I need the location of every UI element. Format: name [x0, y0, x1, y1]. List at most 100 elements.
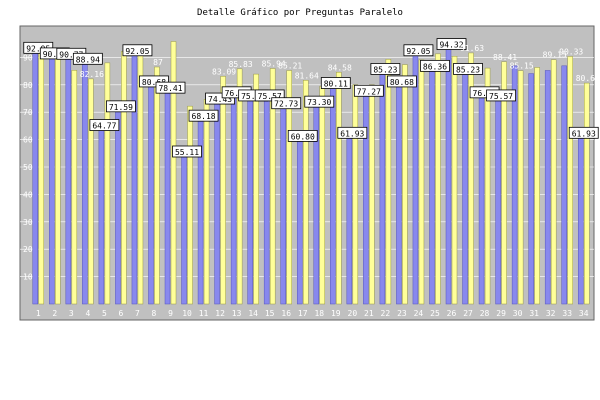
data-label-box — [287, 130, 318, 142]
data-label-box — [320, 77, 351, 89]
x-tick-label: 8 — [152, 309, 157, 318]
bar-series-1 — [263, 96, 270, 305]
data-label-series-2: 85.94 — [262, 60, 286, 69]
bar-series-2 — [534, 67, 540, 305]
data-label-series-1: 76.70 — [473, 89, 497, 98]
bar-series-1 — [396, 82, 402, 305]
data-label-series-1: 85.23 — [373, 65, 397, 74]
x-tick-label: 19 — [331, 309, 341, 318]
data-label-series-1: 77.27 — [357, 87, 381, 96]
x-tick-label: 13 — [232, 309, 242, 318]
data-label-series-1: 92.05 — [125, 47, 149, 56]
data-label-series-1: 80.68 — [142, 78, 166, 87]
x-tick-label: 10 — [182, 309, 192, 318]
data-label-series-1: 92.95 — [26, 44, 50, 53]
data-label-series-1: 90.77 — [59, 50, 83, 59]
data-label-series-1: 78.41 — [158, 84, 182, 93]
data-label-box — [271, 97, 302, 110]
bar-series-1 — [561, 65, 567, 305]
data-label-series-1: 61.93 — [572, 129, 596, 138]
data-label-box — [106, 100, 136, 113]
data-label-series-2: 85.15 — [510, 62, 534, 71]
bar-series-1 — [462, 70, 468, 305]
bar-series-2 — [88, 78, 94, 305]
bar-series-1 — [478, 93, 485, 305]
data-label-box — [436, 38, 467, 50]
bar-series-1 — [197, 116, 204, 305]
data-label-series-1: 76.70 — [225, 89, 249, 98]
x-tick-label: 31 — [529, 309, 539, 318]
data-label-box — [420, 59, 450, 72]
bar-series-2 — [38, 47, 45, 305]
x-tick-label: 20 — [348, 309, 358, 318]
data-label-series-2: 83.09 — [212, 67, 236, 76]
x-tick-label: 24 — [414, 309, 424, 318]
bar-series-1 — [280, 104, 286, 305]
bar-series-1 — [445, 45, 452, 305]
bar-series-1 — [429, 67, 435, 305]
bar-series-2 — [451, 56, 458, 305]
x-tick-label: 21 — [364, 309, 374, 318]
data-label-box — [387, 75, 417, 88]
y-tick-label: 40 — [23, 190, 33, 199]
x-tick-label: 29 — [496, 309, 506, 318]
data-label-box — [453, 63, 483, 75]
bar-series-2 — [550, 59, 557, 305]
x-tick-label: 5 — [102, 309, 107, 318]
x-tick-label: 3 — [69, 309, 74, 318]
data-label-series-1: 75.57 — [489, 92, 513, 101]
x-tick-label: 6 — [118, 309, 123, 318]
bar-series-1 — [32, 49, 39, 305]
bar-series-1 — [214, 99, 220, 305]
data-label-series-2: 91.63 — [460, 44, 484, 53]
data-label-series-1: 61.93 — [340, 129, 364, 138]
x-tick-label: 34 — [579, 309, 589, 318]
bar-series-1 — [511, 65, 518, 305]
bar-series-1 — [363, 92, 369, 305]
data-label-series-1: 92.05 — [406, 47, 430, 56]
y-tick-label: 60 — [23, 136, 33, 145]
bar-series-2 — [203, 99, 210, 305]
bar-series-2 — [501, 61, 507, 305]
bar-series-1 — [296, 137, 303, 305]
x-tick-label: 18 — [314, 309, 324, 318]
bar-series-2 — [385, 59, 392, 305]
y-tick-label: 50 — [23, 163, 33, 172]
data-label-series-2: 80.63 — [576, 74, 600, 83]
bar-series-1 — [230, 93, 237, 305]
data-label-series-1: 75.57 — [241, 92, 265, 101]
bar-series-2 — [220, 76, 226, 305]
bar-series-1 — [148, 82, 154, 305]
data-label-series-1: 75.57 — [258, 92, 282, 101]
bar-series-1 — [247, 96, 253, 305]
data-label-series-1: 94.32 — [439, 41, 463, 50]
data-label-series-1: 88.94 — [76, 55, 100, 64]
bar-series-1 — [98, 126, 105, 305]
bar-series-2 — [517, 70, 524, 305]
data-label-box — [486, 89, 516, 102]
data-label-series-1: 64.77 — [92, 122, 116, 131]
x-tick-label: 15 — [265, 309, 275, 318]
bar-series-1 — [412, 51, 419, 305]
bar-series-1 — [379, 70, 386, 305]
data-label-box — [139, 75, 169, 88]
bar-series-2 — [369, 84, 375, 305]
x-tick-label: 25 — [430, 309, 440, 318]
bar-series-2 — [187, 105, 193, 305]
x-tick-label: 12 — [215, 309, 225, 318]
chart-title: Detalle Gráfico por Preguntas Paralelo — [197, 8, 403, 18]
bar-series-1 — [330, 84, 336, 305]
bar-series-1 — [82, 60, 88, 305]
data-label-series-1: 60.80 — [291, 132, 315, 141]
bar-series-2 — [302, 80, 309, 305]
data-label-box — [172, 145, 202, 158]
bar-series-2 — [236, 68, 243, 305]
bar-series-2 — [468, 52, 474, 305]
data-label-series-1: 73.30 — [307, 98, 331, 107]
bar-series-1 — [544, 70, 551, 305]
bar-series-1 — [49, 54, 55, 305]
x-tick-label: 14 — [248, 309, 258, 318]
